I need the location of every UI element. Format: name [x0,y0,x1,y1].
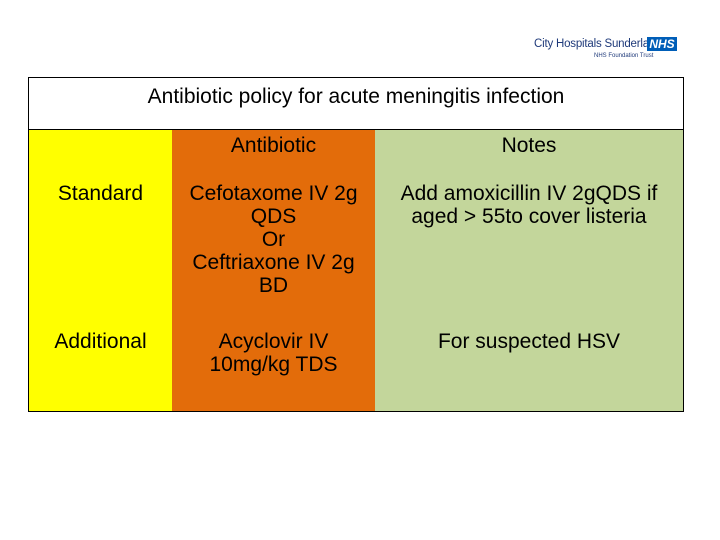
header-antibiotic: Antibiotic [172,130,375,177]
row-label-additional: Additional [29,327,172,411]
standard-notes: Add amoxicillin IV 2gQDS if aged > 55to … [375,177,683,327]
table-title: Antibiotic policy for acute meningitis i… [29,78,683,130]
standard-antibiotic: Cefotaxome IV 2g QDS Or Ceftriaxone IV 2… [172,177,375,327]
header-notes: Notes [375,130,683,177]
header-empty-cell [29,130,172,177]
row-label-standard: Standard [29,177,172,327]
logo-name: City Hospitals Sunderland [534,38,662,50]
additional-notes: For suspected HSV [375,327,683,411]
logo-subtitle: NHS Foundation Trust [594,53,654,59]
additional-antibiotic: Acyclovir IV 10mg/kg TDS [172,327,375,411]
antibiotic-policy-table: Antibiotic policy for acute meningitis i… [28,77,684,412]
nhs-badge: NHS [647,37,677,51]
hospital-logo: City Hospitals Sunderland NHS NHS Founda… [534,37,678,65]
